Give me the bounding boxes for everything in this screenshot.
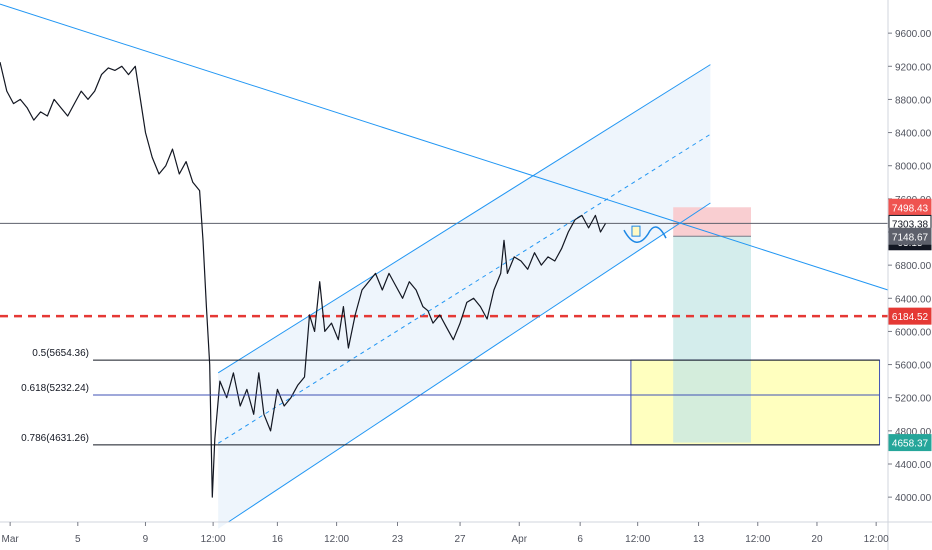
price-label-box <box>888 307 932 325</box>
channel-fill <box>218 64 711 529</box>
channel-mid-line <box>217 133 711 444</box>
x-tick-label: 9 <box>143 534 149 545</box>
x-tick-label: Apr <box>511 534 527 545</box>
fib-level-label: 0.618(5232.24) <box>21 383 89 394</box>
x-tick-label: 20 <box>811 534 823 545</box>
projection-marker <box>631 225 641 237</box>
projection-arrow <box>623 226 667 243</box>
channel-lower-line <box>228 202 711 523</box>
y-tick-label: 5200.00 <box>895 394 932 405</box>
stop-loss-zone <box>673 207 751 237</box>
y-tick-label: 8800.00 <box>895 95 932 106</box>
drawing-fills <box>218 64 880 529</box>
y-tick-label: 6800.00 <box>895 261 932 272</box>
fib-zone-fill <box>630 360 880 445</box>
y-tick-label: 9200.00 <box>895 62 932 73</box>
y-tick-label: 8000.00 <box>895 162 932 173</box>
x-tick-label: Mar <box>2 534 20 545</box>
y-tick-label: 4000.00 <box>895 493 932 504</box>
price-label-box <box>888 434 932 452</box>
price-label-text: 7498.43 <box>892 203 929 214</box>
price-label-text: 4658.37 <box>892 439 929 450</box>
x-tick-label: 5 <box>75 534 81 545</box>
x-tick-label: 12:00 <box>201 534 226 545</box>
take-profit-zone <box>673 236 751 443</box>
price-label-text: 7148.67 <box>892 232 929 243</box>
fib-level-label: 0.786(4631.26) <box>21 433 89 444</box>
downtrend-line <box>0 3 889 291</box>
y-tick-label: 6400.00 <box>895 294 932 305</box>
fib-levels: 0.5(5654.36) 0.618(5232.24) 0.786(4631.26) <box>21 348 881 446</box>
x-tick-label: 23 <box>392 534 404 545</box>
x-tick-label: 13 <box>693 534 705 545</box>
x-tick-label: 12:00 <box>864 534 889 545</box>
x-tick-label: 12:00 <box>324 534 349 545</box>
price-series <box>0 61 607 498</box>
fib-level-label: 0.5(5654.36) <box>32 348 89 359</box>
x-tick-label: 12:00 <box>625 534 650 545</box>
price-label-text: 7303.38 <box>892 219 929 230</box>
price-label-text: 6184.52 <box>892 312 929 323</box>
x-tick-label: 27 <box>455 534 467 545</box>
y-tick-label: 9600.00 <box>895 29 932 40</box>
y-tick-label: 8400.00 <box>895 129 932 140</box>
y-tick-label: 4400.00 <box>895 460 932 471</box>
x-tick-label: 6 <box>577 534 583 545</box>
y-tick-label: 6000.00 <box>895 327 932 338</box>
x-tick-label: 12:00 <box>745 534 770 545</box>
y-tick-label: 5600.00 <box>895 361 932 372</box>
x-tick-label: 16 <box>272 534 284 545</box>
y-tick-label: 4800.00 <box>895 427 932 438</box>
price-label-box <box>888 227 932 245</box>
drawing-lines <box>0 3 889 523</box>
price-line <box>0 61 607 498</box>
channel-upper-line <box>217 64 711 374</box>
